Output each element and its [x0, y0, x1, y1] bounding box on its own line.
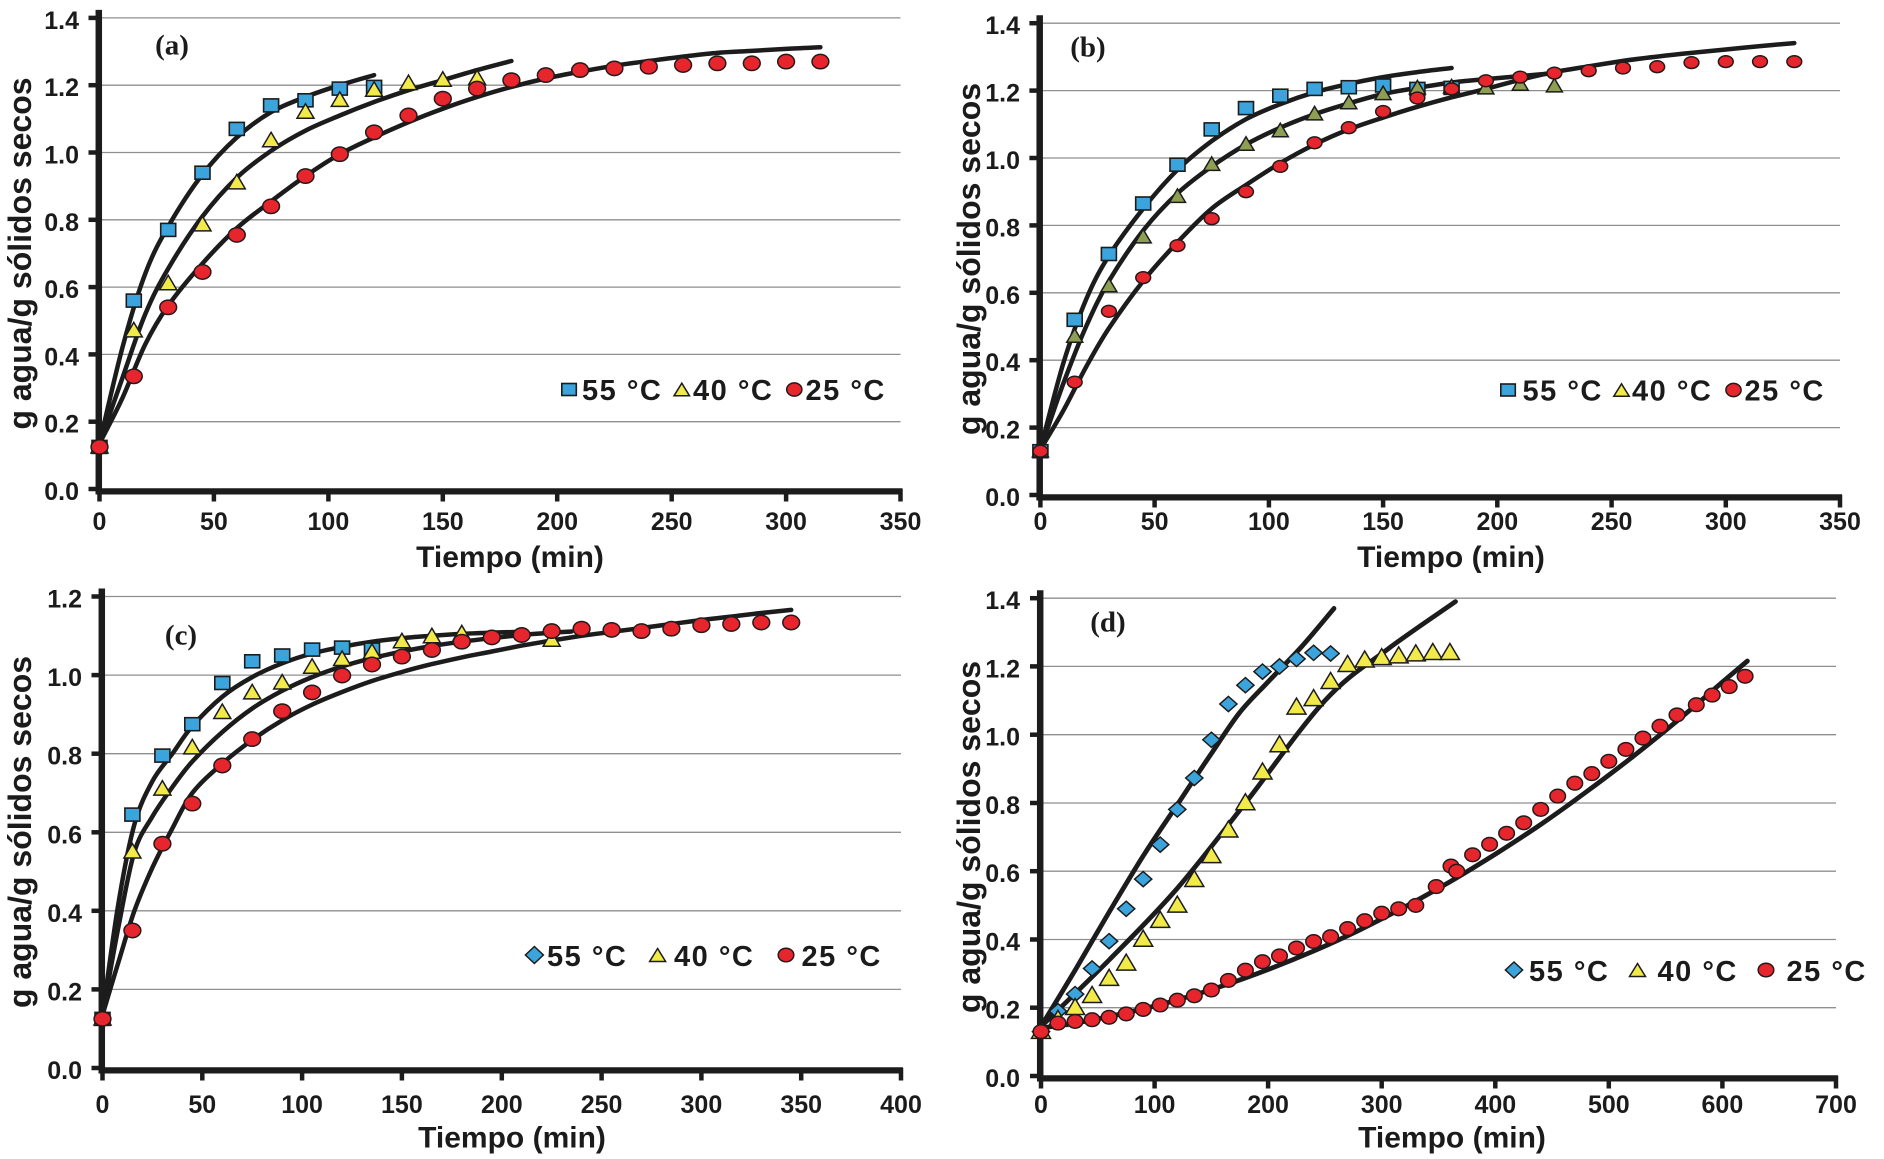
svg-text:55 °C: 55 °C: [582, 375, 662, 407]
svg-text:25 °C: 25 °C: [806, 375, 886, 407]
svg-text:0.8: 0.8: [985, 792, 1020, 820]
svg-text:25 °C: 25 °C: [802, 941, 882, 973]
svg-text:0.6: 0.6: [47, 821, 82, 849]
svg-text:250: 250: [1591, 508, 1633, 536]
svg-text:g agua/g sólidos secos: g agua/g sólidos secos: [2, 656, 38, 1008]
svg-text:(b): (b): [1070, 32, 1105, 64]
svg-text:0.2: 0.2: [985, 997, 1020, 1025]
svg-text:250: 250: [651, 508, 693, 536]
svg-text:0.6: 0.6: [44, 276, 79, 304]
svg-text:1.0: 1.0: [47, 664, 82, 692]
svg-text:0.4: 0.4: [44, 343, 79, 371]
svg-text:1.0: 1.0: [985, 724, 1020, 752]
svg-text:1.2: 1.2: [985, 655, 1020, 683]
svg-text:0: 0: [1034, 1091, 1048, 1119]
svg-text:600: 600: [1702, 1091, 1744, 1119]
svg-text:1.2: 1.2: [985, 80, 1020, 108]
svg-text:55 °C: 55 °C: [547, 941, 627, 973]
svg-text:250: 250: [581, 1091, 623, 1119]
svg-text:0.0: 0.0: [985, 484, 1020, 512]
svg-text:500: 500: [1588, 1091, 1630, 1119]
svg-text:100: 100: [281, 1091, 323, 1119]
svg-text:700: 700: [1815, 1091, 1857, 1119]
svg-text:40 °C: 40 °C: [674, 941, 754, 973]
svg-text:0.6: 0.6: [985, 282, 1020, 310]
svg-text:150: 150: [422, 508, 464, 536]
svg-text:0.2: 0.2: [47, 978, 82, 1006]
svg-text:40 °C: 40 °C: [1632, 376, 1712, 408]
svg-text:200: 200: [1476, 508, 1518, 536]
svg-text:200: 200: [481, 1091, 523, 1119]
svg-text:g agua/g sólidos secos: g agua/g sólidos secos: [951, 661, 987, 1013]
svg-text:(a): (a): [155, 30, 189, 62]
svg-text:55 °C: 55 °C: [1529, 956, 1609, 988]
svg-text:(d): (d): [1090, 607, 1125, 639]
svg-text:0.4: 0.4: [47, 900, 82, 928]
svg-text:Tiempo (min): Tiempo (min): [416, 541, 604, 574]
svg-text:350: 350: [780, 1091, 822, 1119]
svg-text:0.8: 0.8: [44, 209, 79, 237]
svg-text:25 °C: 25 °C: [1787, 956, 1867, 988]
svg-text:g agua/g sólidos secos: g agua/g sólidos secos: [2, 77, 38, 429]
svg-text:55 °C: 55 °C: [1523, 376, 1603, 408]
svg-text:40 °C: 40 °C: [693, 375, 773, 407]
svg-text:50: 50: [188, 1091, 216, 1119]
svg-text:100: 100: [308, 508, 350, 536]
svg-text:0.8: 0.8: [985, 214, 1020, 242]
svg-text:50: 50: [1141, 508, 1169, 536]
svg-text:400: 400: [1474, 1091, 1516, 1119]
svg-text:50: 50: [200, 508, 228, 536]
svg-text:0.6: 0.6: [985, 860, 1020, 888]
svg-text:200: 200: [536, 508, 578, 536]
svg-text:1.2: 1.2: [44, 74, 79, 102]
svg-text:40 °C: 40 °C: [1658, 956, 1738, 988]
svg-text:(c): (c): [165, 620, 197, 652]
svg-text:25 °C: 25 °C: [1745, 376, 1825, 408]
svg-text:300: 300: [1361, 1091, 1403, 1119]
svg-text:350: 350: [1819, 508, 1861, 536]
svg-text:Tiempo (min): Tiempo (min): [418, 1122, 606, 1155]
svg-text:Tiempo (min): Tiempo (min): [1357, 541, 1545, 574]
svg-text:1.4: 1.4: [985, 12, 1020, 40]
svg-text:100: 100: [1134, 1091, 1176, 1119]
svg-text:150: 150: [381, 1091, 423, 1119]
svg-text:0.4: 0.4: [985, 929, 1020, 957]
svg-text:0: 0: [1033, 508, 1047, 536]
svg-text:1.2: 1.2: [47, 586, 82, 614]
svg-text:300: 300: [1705, 508, 1747, 536]
svg-text:150: 150: [1362, 508, 1404, 536]
svg-text:0.0: 0.0: [47, 1057, 82, 1085]
svg-text:g agua/g sólidos secos: g agua/g sólidos secos: [951, 83, 987, 435]
svg-text:400: 400: [880, 1091, 922, 1119]
svg-text:0.2: 0.2: [44, 411, 79, 439]
svg-text:1.4: 1.4: [985, 587, 1020, 615]
svg-text:350: 350: [880, 508, 922, 536]
svg-text:1.0: 1.0: [985, 147, 1020, 175]
svg-text:0.2: 0.2: [985, 417, 1020, 445]
svg-text:0.0: 0.0: [985, 1065, 1020, 1093]
svg-text:0: 0: [93, 508, 107, 536]
svg-text:0.8: 0.8: [47, 743, 82, 771]
svg-text:300: 300: [765, 508, 807, 536]
svg-text:0: 0: [96, 1091, 110, 1119]
svg-text:200: 200: [1247, 1091, 1289, 1119]
svg-text:Tiempo (min): Tiempo (min): [1358, 1122, 1546, 1155]
svg-text:1.0: 1.0: [44, 142, 79, 170]
svg-text:0.4: 0.4: [985, 349, 1020, 377]
svg-text:1.4: 1.4: [44, 7, 79, 35]
svg-text:100: 100: [1248, 508, 1290, 536]
svg-text:300: 300: [681, 1091, 723, 1119]
svg-text:0.0: 0.0: [44, 478, 79, 506]
